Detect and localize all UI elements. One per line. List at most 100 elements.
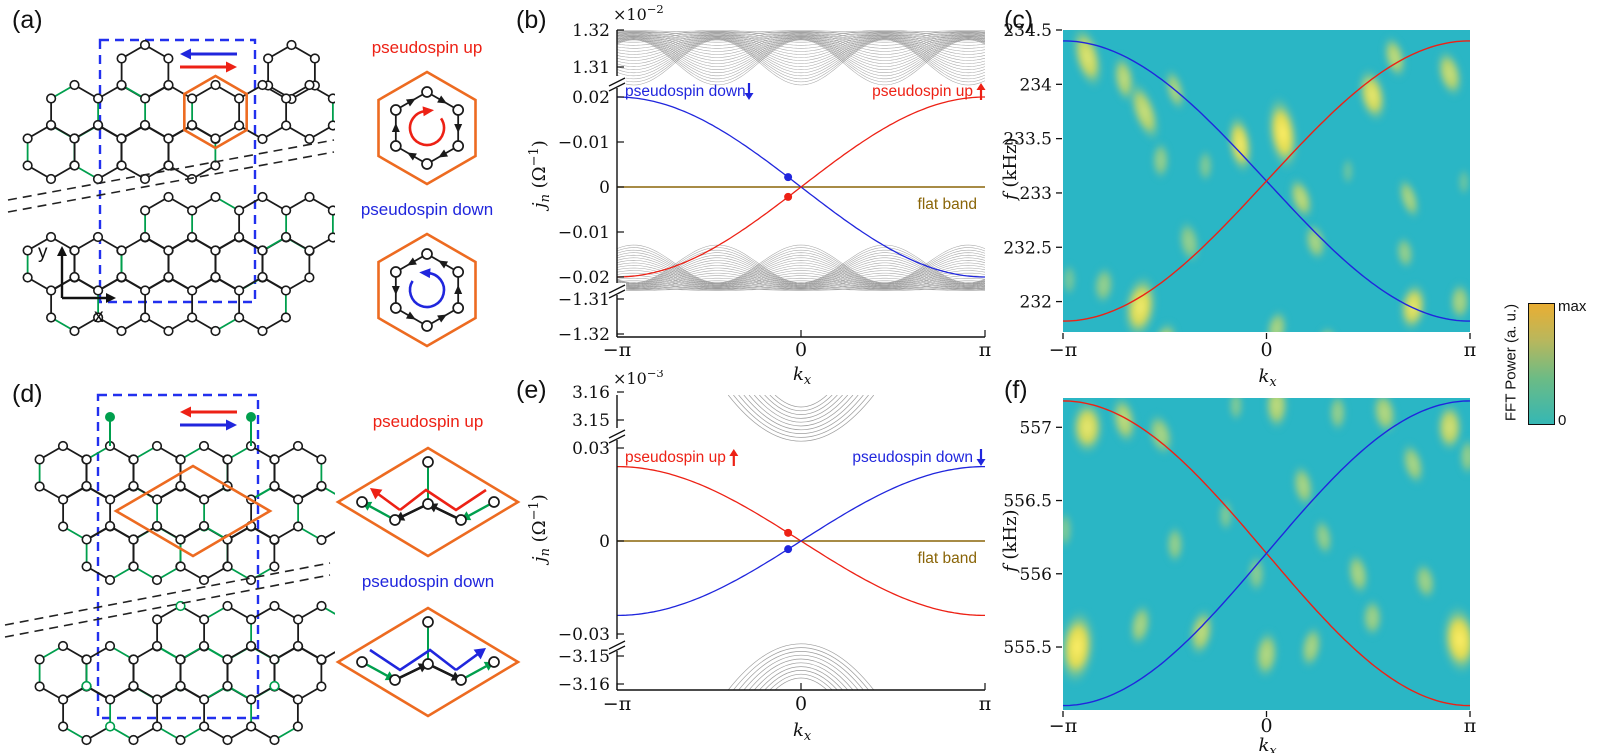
- lattice-site: [280, 285, 291, 296]
- lattice-site: [257, 133, 268, 145]
- lattice-site: [151, 640, 163, 652]
- lattice-site: [116, 53, 127, 64]
- curve: [616, 38, 986, 80]
- lattice-site: [257, 79, 268, 91]
- x-tick-label: −π: [1049, 339, 1077, 361]
- colorbar-max-label: max: [1558, 298, 1587, 315]
- curve: [616, 33, 986, 49]
- lattice-site: [327, 232, 335, 243]
- lattice-site: [246, 721, 257, 732]
- lattice-site: [69, 245, 80, 256]
- fft-blob: [1196, 146, 1215, 185]
- bond-arrowhead: [454, 124, 463, 133]
- green-site-dot: [246, 412, 256, 422]
- clockwise-red-arrow: [408, 109, 446, 147]
- lattice-site: [269, 454, 280, 465]
- fft-blob: [1252, 627, 1281, 682]
- lattice-site: [309, 53, 320, 64]
- lattice-site: [81, 654, 92, 665]
- axis-break: [608, 77, 626, 87]
- site-circle: [422, 456, 434, 468]
- fft-blob: [1091, 263, 1116, 307]
- lattice-site: [186, 231, 198, 243]
- lattice-site: [269, 561, 280, 572]
- y-exponent-label: ×10−2​: [613, 2, 664, 24]
- fft-blob: [1150, 138, 1172, 182]
- curve: [616, 280, 986, 290]
- lattice-site: [175, 454, 186, 465]
- fft-blob: [1063, 606, 1097, 688]
- lattice-site: [57, 440, 69, 452]
- lattice-site: [245, 574, 257, 586]
- lattice-site: [81, 454, 92, 465]
- fft-blob: [1396, 175, 1422, 222]
- lattice-sites: [34, 440, 327, 746]
- lattice-site: [81, 480, 92, 492]
- y-tick-label: 3.15: [572, 411, 610, 431]
- curve: [616, 34, 986, 55]
- band-structure-panel-b: 1.32 1.31 0.02 −0.01 0 −0.01 −0.02−1.31 −1.32−π…: [527, 2, 991, 388]
- lattice-site: [199, 614, 210, 625]
- fft-blob: [1226, 398, 1245, 425]
- pseudospin-down-label-a: pseudospin down: [360, 200, 494, 219]
- lattice-site: [22, 133, 33, 144]
- lattice-site: [210, 133, 221, 144]
- lattice-site: [34, 481, 45, 492]
- panel-label-b: (b): [516, 6, 547, 34]
- y-tick-label: −3.16: [558, 675, 610, 695]
- lattice-site: [234, 120, 245, 131]
- overlay-curves: [1063, 40, 1470, 322]
- lattice-site: [293, 614, 304, 625]
- lattice-site: [280, 312, 291, 323]
- lattice-site: [234, 205, 245, 216]
- fft-blob: [1146, 410, 1176, 459]
- y-tick-label: 232: [1020, 293, 1052, 313]
- x-axis-label: kx​: [793, 364, 812, 388]
- curve: [616, 39, 986, 83]
- lattice-site: [163, 53, 174, 64]
- lattice-site: [105, 494, 116, 505]
- bond-arrowhead: [407, 257, 417, 266]
- lattice-site: [292, 440, 304, 452]
- counterclockwise-blue-arrow: [408, 271, 446, 309]
- fft-blob: [1356, 65, 1389, 125]
- curve: [616, 37, 986, 73]
- lattice-site: [187, 93, 198, 104]
- lattice-site: [163, 245, 174, 256]
- panel-label-f: (f): [1004, 376, 1028, 404]
- x-axis-letter: x: [94, 306, 104, 327]
- y-tick-label: 555.5: [1003, 638, 1052, 658]
- lattice-site: [58, 521, 69, 532]
- lattice-site: [140, 93, 151, 104]
- curve: [616, 260, 986, 286]
- lattice-site: [45, 119, 57, 131]
- lattice-site: [128, 654, 139, 665]
- curve: [616, 247, 986, 284]
- curve: [616, 260, 986, 286]
- site-circle: [421, 248, 433, 260]
- lattice-site: [57, 640, 69, 652]
- lattice-site: [58, 494, 69, 505]
- fft-blob: [1063, 508, 1075, 552]
- y-tick-label: 0: [599, 532, 610, 552]
- lattice-site: [269, 534, 280, 545]
- lattice-site: [22, 245, 33, 256]
- fft-blob: [1360, 596, 1385, 640]
- fft-blob: [1340, 155, 1356, 188]
- lattice-site: [281, 120, 292, 131]
- fft-blob: [1412, 559, 1438, 603]
- bulk-bands: [616, 30, 986, 291]
- bond-arrowhead: [438, 149, 449, 158]
- lattice-site: [139, 39, 151, 51]
- pseudospin-up-label-d: pseudospin up: [372, 412, 484, 431]
- curve: [616, 36, 986, 70]
- curve: [616, 283, 986, 290]
- fft-blob: [1245, 552, 1267, 596]
- lattice-site: [116, 271, 127, 283]
- marker-blue-dot: [784, 545, 793, 554]
- lattice-site: [316, 600, 327, 612]
- lattice-site: [34, 681, 45, 692]
- lattice-site: [81, 734, 92, 746]
- fft-blob: [1126, 78, 1162, 145]
- lattice-site: [104, 574, 116, 586]
